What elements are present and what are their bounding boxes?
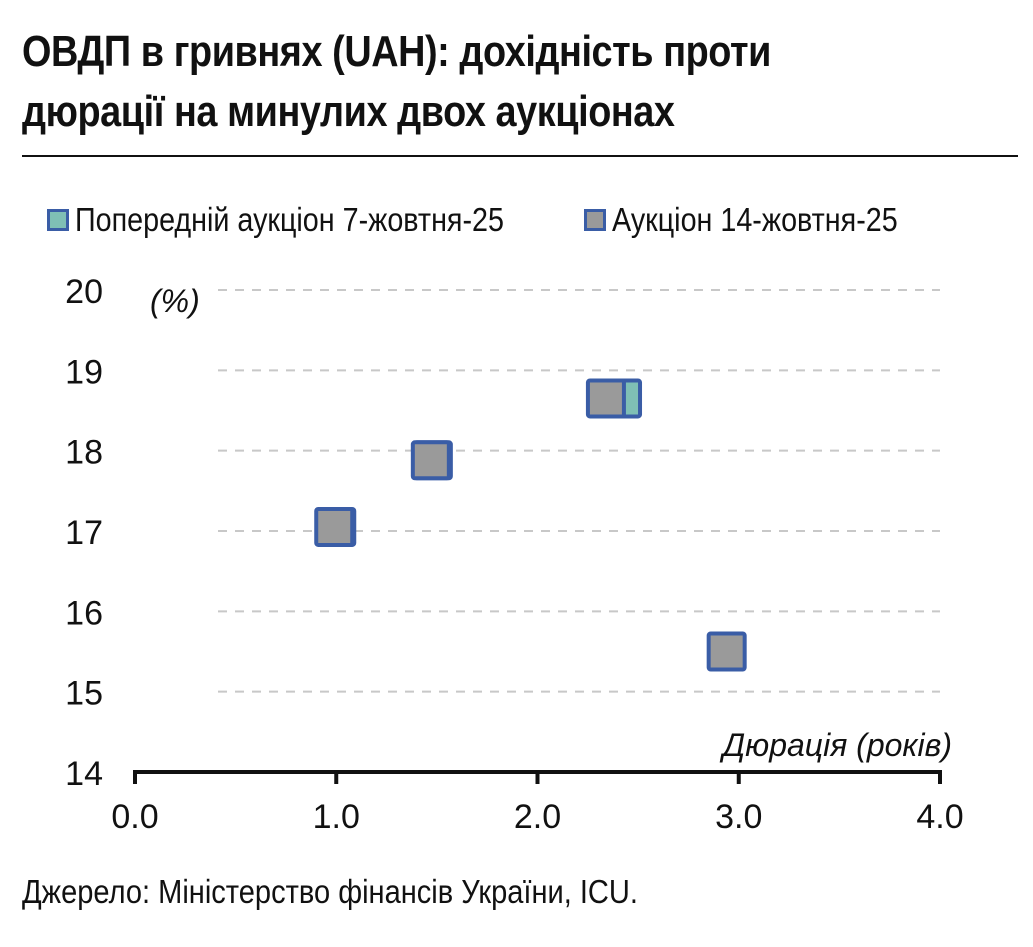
y-tick-label-15: 15 bbox=[65, 675, 103, 713]
source-note: Джерело: Міністерство фінансів України, … bbox=[22, 873, 638, 910]
legend-item-previous: Попередній аукціон 7-жовтня-25 bbox=[47, 201, 568, 239]
x-tick-label-0.0: 0.0 bbox=[111, 798, 158, 836]
legend-label-previous: Попередній аукціон 7-жовтня-25 bbox=[75, 201, 504, 238]
y-tick-label-14: 14 bbox=[65, 755, 103, 793]
chart-legend: Попередній аукціон 7-жовтня-25 Аукціон 1… bbox=[47, 198, 956, 242]
data-point-series-2-1 bbox=[314, 506, 355, 547]
x-tick-label-1.0: 1.0 bbox=[313, 798, 360, 836]
legend-label-current: Аукціон 14-жовтня-25 bbox=[612, 201, 898, 238]
y-tick-label-16: 16 bbox=[65, 594, 103, 632]
x-tick-label-2.0: 2.0 bbox=[514, 798, 561, 836]
data-point-series-2-4 bbox=[706, 631, 747, 672]
y-tick-label-20: 20 bbox=[65, 273, 103, 311]
data-point-series-2-3 bbox=[585, 378, 626, 419]
title-divider bbox=[22, 155, 1018, 157]
chart-title: ОВДП в гривнях (UAH): дохідність проти д… bbox=[22, 22, 873, 142]
legend-swatch-current bbox=[584, 209, 607, 231]
grid-lines bbox=[218, 289, 940, 693]
data-point-series-2-2 bbox=[410, 440, 451, 481]
x-axis: 0.0 1.0 2.0 3.0 4.0 bbox=[111, 770, 964, 836]
x-tick-label-3.0: 3.0 bbox=[715, 798, 762, 836]
x-tick-label-4.0: 4.0 bbox=[916, 798, 963, 836]
y-tick-label-18: 18 bbox=[65, 434, 103, 472]
y-tick-labels: 14 15 16 17 18 19 20 bbox=[65, 273, 103, 793]
chart-title-line-1: ОВДП в гривнях (UAH): дохідність проти bbox=[22, 27, 771, 76]
legend-item-current: Аукціон 14-жовтня-25 bbox=[584, 201, 940, 239]
x-axis-label: Дюрація (років) bbox=[720, 727, 952, 763]
legend-swatch-previous bbox=[47, 209, 69, 231]
chart-title-line-2: дюрації на минулих двох аукціонах bbox=[22, 87, 675, 136]
data-points bbox=[314, 378, 747, 672]
y-tick-label-17: 17 bbox=[65, 514, 103, 552]
y-tick-label-19: 19 bbox=[65, 353, 103, 391]
y-axis-label: (%) bbox=[150, 283, 200, 319]
